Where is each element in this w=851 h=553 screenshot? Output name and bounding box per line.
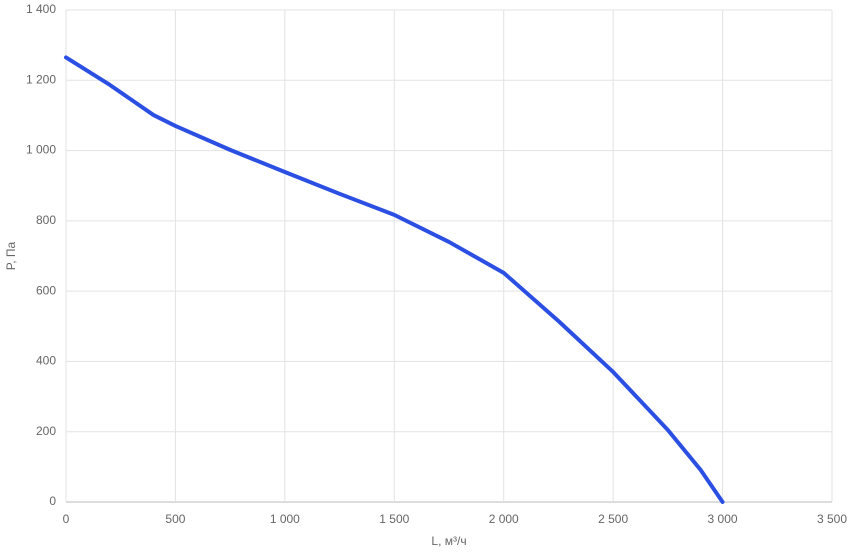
x-tick-label: 3 500 bbox=[817, 512, 847, 526]
x-tick-label: 0 bbox=[63, 512, 70, 526]
y-tick-label: 1 000 bbox=[26, 143, 56, 157]
y-tick-label: 800 bbox=[36, 213, 56, 227]
y-tick-label: 400 bbox=[36, 354, 56, 368]
y-axis-label: P, Па bbox=[4, 241, 18, 270]
y-tick-label: 1 200 bbox=[26, 72, 56, 86]
y-tick-label: 0 bbox=[49, 494, 56, 508]
x-tick-label: 1 500 bbox=[379, 512, 409, 526]
y-tick-label: 200 bbox=[36, 424, 56, 438]
x-axis-label: L, м³/ч bbox=[431, 534, 466, 548]
y-tick-label: 1 400 bbox=[26, 2, 56, 16]
x-tick-label: 2 500 bbox=[598, 512, 628, 526]
x-tick-label: 3 000 bbox=[708, 512, 738, 526]
x-tick-label: 1 000 bbox=[270, 512, 300, 526]
x-tick-label: 2 000 bbox=[489, 512, 519, 526]
x-tick-label: 500 bbox=[165, 512, 185, 526]
data-line bbox=[64, 55, 725, 504]
y-tick-label: 600 bbox=[36, 283, 56, 297]
